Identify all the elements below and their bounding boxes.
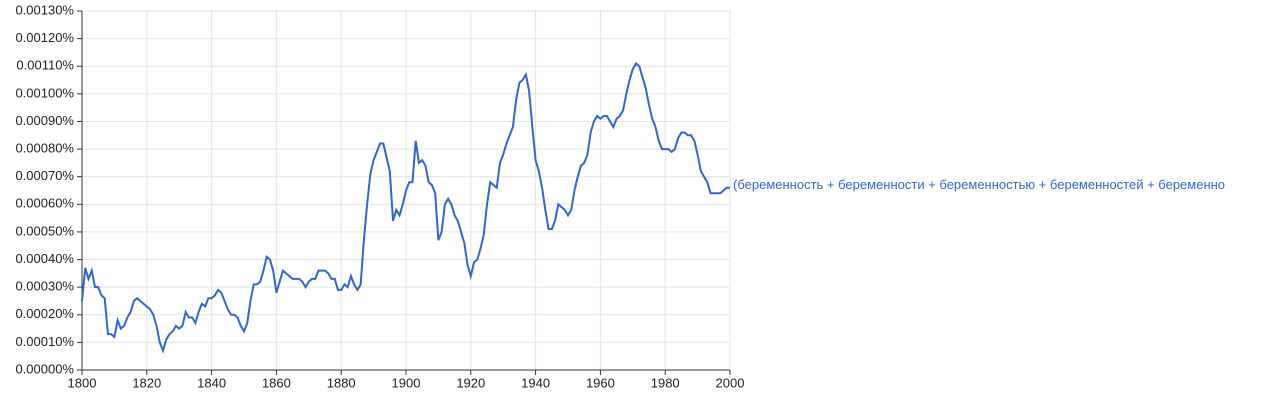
x-tick-label: 1900 xyxy=(392,375,421,390)
y-tick-label: 0.00120% xyxy=(15,30,74,45)
x-tick-label: 1800 xyxy=(68,375,97,390)
series-label: (беременность + беременности + беременно… xyxy=(733,177,1225,192)
x-tick-label: 1840 xyxy=(197,375,226,390)
x-tick-label: 1960 xyxy=(586,375,615,390)
y-tick-label: 0.00040% xyxy=(15,251,74,266)
y-tick-label: 0.00010% xyxy=(15,334,74,349)
y-tick-label: 0.00070% xyxy=(15,168,74,183)
y-tick-label: 0.00020% xyxy=(15,306,74,321)
x-tick-label: 1980 xyxy=(651,375,680,390)
y-tick-label: 0.00000% xyxy=(15,361,74,376)
series-line xyxy=(81,61,730,354)
y-tick-label: 0.00110% xyxy=(16,58,74,73)
y-tick-label: 0.00130% xyxy=(15,2,74,17)
x-tick-label: 1920 xyxy=(456,375,485,390)
x-tick-label: 1860 xyxy=(262,375,291,390)
y-tick-label: 0.00080% xyxy=(15,141,74,156)
y-tick-label: 0.00050% xyxy=(15,223,74,238)
y-tick-label: 0.00100% xyxy=(15,85,74,100)
y-tick-label: 0.00060% xyxy=(15,196,74,211)
x-tick-label: 1940 xyxy=(521,375,550,390)
x-tick-label: 1880 xyxy=(327,375,356,390)
y-tick-label: 0.00030% xyxy=(15,279,74,294)
x-tick-label: 2000 xyxy=(716,375,745,390)
x-tick-label: 1820 xyxy=(132,375,161,390)
y-tick-label: 0.00090% xyxy=(15,113,74,128)
